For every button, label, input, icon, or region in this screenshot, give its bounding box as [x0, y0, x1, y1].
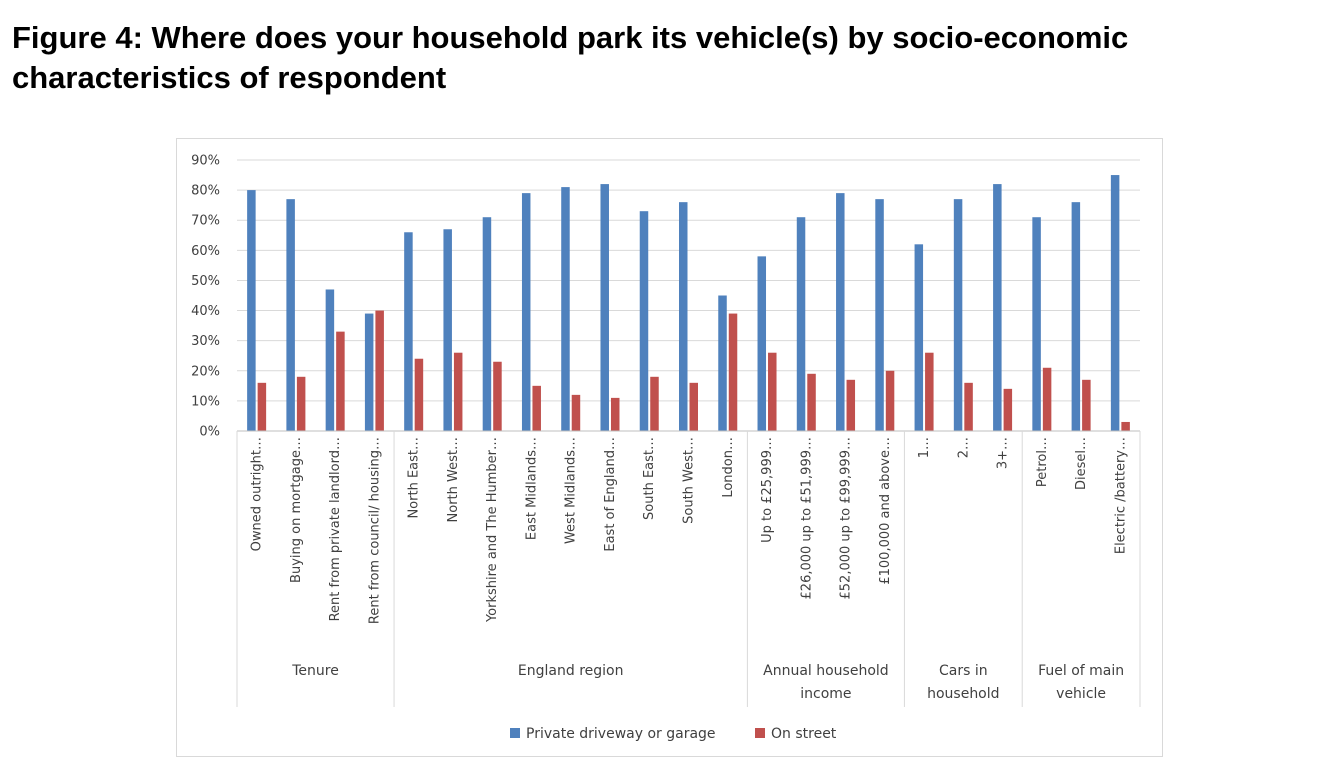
group-label: Annual household income: [763, 663, 889, 702]
y-tick-label: 60%: [191, 244, 220, 259]
group-label-line: household: [927, 686, 999, 702]
bar-private-driveway: [836, 193, 845, 431]
group-label-line: Annual household: [763, 663, 889, 679]
category-label: £100,000 and above…: [878, 437, 893, 585]
category-label: Electric /battery…: [1113, 437, 1128, 554]
bar-private-driveway: [914, 244, 924, 431]
bar-private-driveway: [521, 193, 531, 431]
bar-on-street: [571, 394, 581, 431]
bar-private-driveway: [325, 289, 335, 431]
figure-title: Figure 4: Where does your household park…: [12, 20, 1129, 95]
bar-private-driveway: [875, 199, 884, 431]
category-label: £52,000 up to £99,999…: [839, 437, 854, 599]
y-tick-label: 10%: [191, 394, 220, 409]
category-label: 3+…: [996, 437, 1011, 469]
bar-private-driveway: [286, 199, 295, 431]
category-label: London…: [721, 437, 736, 498]
bar-private-driveway: [561, 187, 570, 431]
category-label: South West…: [682, 437, 697, 524]
bar-private-driveway: [796, 217, 806, 431]
category-label: 2…: [956, 437, 971, 458]
bar-on-street: [1042, 367, 1052, 431]
bar-on-street: [610, 397, 620, 431]
bar-private-driveway: [1071, 202, 1081, 431]
category-label: North West…: [446, 437, 461, 522]
legend-label: On street: [771, 726, 837, 742]
bar-private-driveway: [1032, 217, 1041, 431]
bar-private-driveway: [443, 229, 452, 431]
group-label-line: England region: [518, 663, 624, 679]
bar-on-street: [1121, 421, 1130, 431]
bar-private-driveway: [1110, 175, 1120, 431]
group-label-line: vehicle: [1056, 686, 1106, 702]
bar-on-street: [414, 358, 424, 431]
y-tick-label: 90%: [191, 154, 220, 169]
bar-on-street: [257, 382, 267, 431]
chart-frame: [176, 138, 1163, 757]
group-label-line: Fuel of main: [1038, 663, 1124, 679]
bar-on-street: [1003, 388, 1013, 431]
group-label-line: Cars in: [939, 663, 988, 679]
bar-on-street: [964, 382, 973, 431]
bar-private-driveway: [718, 295, 727, 431]
y-tick-label: 30%: [191, 334, 220, 349]
bar-on-street: [768, 352, 777, 431]
bar-on-street: [453, 352, 463, 431]
y-tick-label: 80%: [191, 184, 220, 199]
category-label: Petrol…: [1035, 437, 1050, 487]
bar-on-street: [336, 331, 345, 431]
category-label: Yorkshire and The Humber…: [485, 437, 500, 623]
bar-on-street: [925, 352, 934, 431]
category-label: North East…: [407, 437, 422, 519]
group-label-line: Tenure: [291, 663, 339, 679]
category-label: 1…: [917, 437, 932, 458]
bar-private-driveway: [679, 202, 688, 431]
bar-on-street: [650, 376, 659, 431]
group-label: England region: [518, 663, 624, 679]
bar-private-driveway: [757, 256, 767, 431]
category-label: South East…: [642, 437, 657, 520]
bar-on-street: [689, 382, 698, 431]
y-tick-label: 0%: [199, 425, 220, 440]
bar-on-street: [728, 313, 738, 431]
category-label: Buying on mortgage…: [289, 437, 304, 583]
y-tick-label: 40%: [191, 304, 220, 319]
legend-swatch: [755, 728, 765, 738]
bar-private-driveway: [247, 190, 256, 431]
bar-private-driveway: [600, 184, 609, 431]
group-label: Cars in household: [927, 663, 999, 702]
bar-private-driveway: [404, 232, 413, 431]
y-tick-label: 50%: [191, 274, 220, 289]
bar-on-street: [1082, 379, 1091, 431]
bar-private-driveway: [993, 184, 1002, 431]
category-label: Rent from council/ housing…: [367, 437, 382, 624]
category-label: Owned outright…: [250, 437, 265, 551]
bar-private-driveway: [639, 211, 649, 431]
legend-label: Private driveway or garage: [526, 726, 716, 742]
group-label: Fuel of main vehicle: [1038, 663, 1124, 702]
legend-swatch: [510, 728, 520, 738]
bar-private-driveway: [482, 217, 492, 431]
y-tick-label: 20%: [191, 364, 220, 379]
category-label: East of England…: [603, 437, 618, 552]
group-label-line: income: [800, 686, 851, 702]
category-label: £26,000 up to £51,999…: [799, 437, 814, 599]
bar-on-street: [493, 361, 502, 431]
bar-on-street: [885, 370, 895, 431]
bar-on-street: [807, 373, 816, 431]
category-label: East Midlands…: [524, 437, 539, 540]
bar-on-street: [296, 376, 306, 431]
bar-private-driveway: [364, 313, 374, 431]
group-label: Tenure: [291, 663, 339, 679]
category-label: West Midlands…: [564, 437, 579, 544]
y-tick-label: 70%: [191, 214, 220, 229]
category-label: Diesel…: [1074, 437, 1089, 490]
bar-on-street: [532, 385, 541, 431]
bar-on-street: [375, 310, 384, 431]
category-label: Up to £25,999…: [760, 437, 775, 543]
category-label: Rent from private landlord…: [328, 437, 343, 621]
bar-private-driveway: [953, 199, 963, 431]
bar-on-street: [846, 379, 856, 431]
